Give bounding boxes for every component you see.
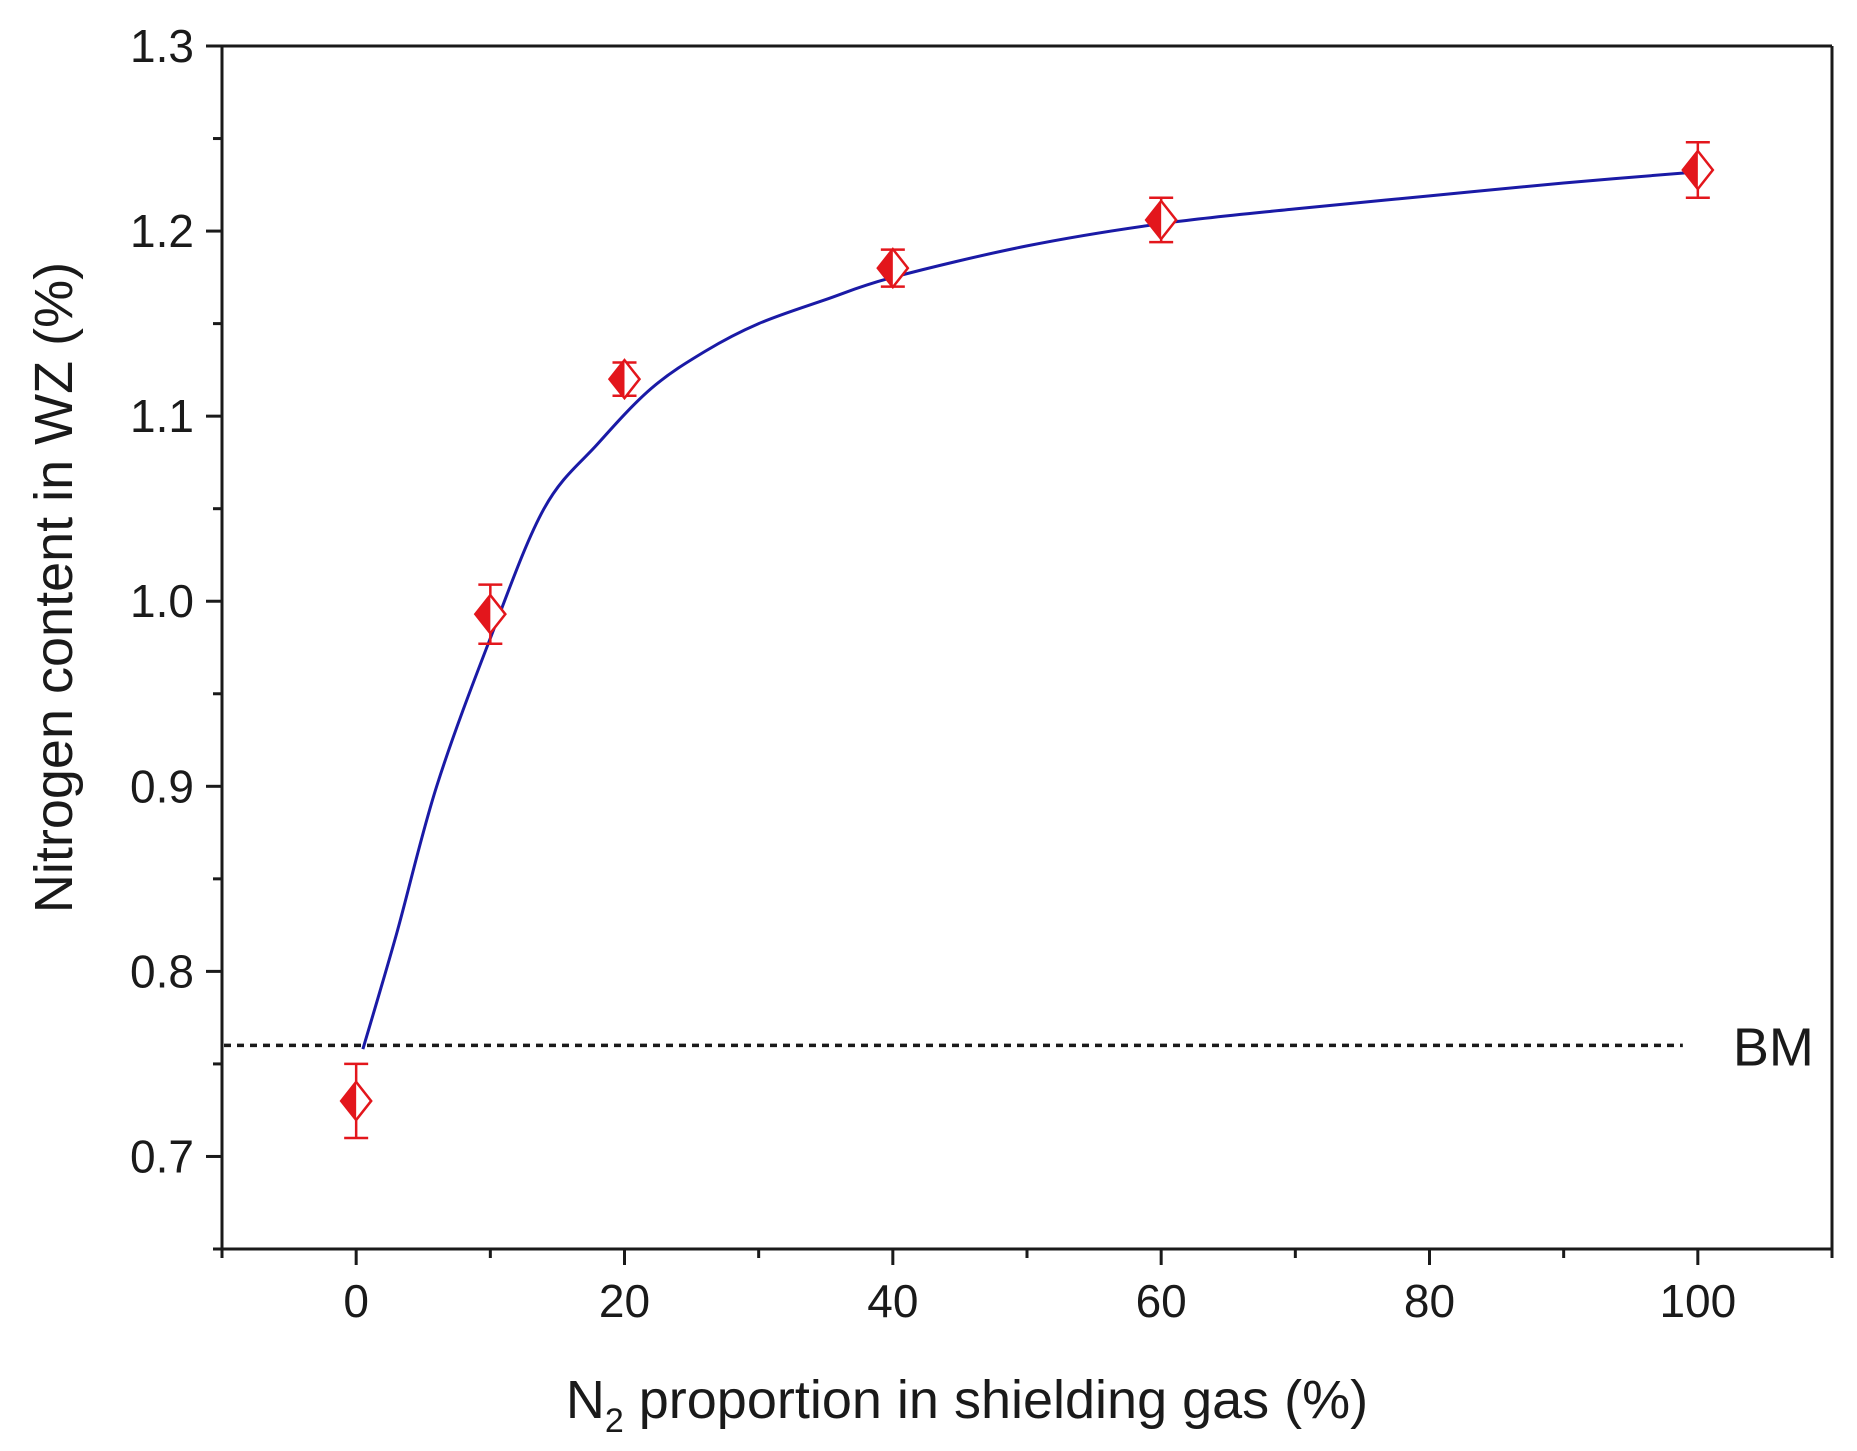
data-point xyxy=(339,1062,373,1140)
x-tick-label: 20 xyxy=(599,1275,650,1327)
marker-outline xyxy=(1144,198,1178,241)
data-point xyxy=(473,583,507,646)
marker-fill xyxy=(475,595,491,634)
marker-fill xyxy=(877,249,893,288)
marker-fill xyxy=(609,360,625,399)
marker-outline xyxy=(1681,148,1715,192)
x-tick-label: 0 xyxy=(343,1275,369,1327)
marker-fill xyxy=(1146,200,1162,239)
y-tick-label: 1.0 xyxy=(130,575,194,627)
fit-curve xyxy=(361,170,1698,1050)
x-axis: 0 20 40 60 80 100 xyxy=(220,1249,1834,1327)
bm-label: BM xyxy=(1733,1017,1814,1077)
x-axis-title: N2 proportion in shielding gas (%) xyxy=(566,1370,1368,1440)
y-tick-label: 1.1 xyxy=(130,390,194,442)
y-tick-label: 0.9 xyxy=(130,760,194,812)
data-point xyxy=(607,358,642,401)
data-points xyxy=(339,140,1715,1140)
marker-outline xyxy=(339,1079,373,1122)
y-tick-label: 0.8 xyxy=(130,945,194,997)
y-axis-title: Nitrogen content in WZ (%) xyxy=(24,262,84,913)
marker-fill xyxy=(341,1081,357,1120)
y-tick-label: 1.2 xyxy=(130,205,194,257)
x-axis-title-rest: proportion in shielding gas (%) xyxy=(624,1370,1368,1430)
x-tick-label: 100 xyxy=(1659,1275,1736,1327)
plot-frame xyxy=(220,44,1834,1251)
x-tick-label: 80 xyxy=(1404,1275,1455,1327)
y-tick-label: 0.7 xyxy=(130,1130,194,1182)
reference-line-group: BM xyxy=(224,1017,1814,1077)
fit-curve-group xyxy=(361,170,1698,1050)
y-tick-label: 1.3 xyxy=(130,20,194,72)
x-tick-label: 40 xyxy=(867,1275,918,1327)
y-axis: 0.7 0.8 0.9 1.0 1.1 1.2 1.3 xyxy=(130,20,222,1251)
marker-outline xyxy=(473,593,507,636)
x-tick-label: 60 xyxy=(1136,1275,1187,1327)
marker-outline xyxy=(607,358,642,401)
data-point xyxy=(876,247,910,290)
data-point xyxy=(1681,140,1715,200)
x-axis-title-main: N xyxy=(566,1370,605,1430)
data-point xyxy=(1144,196,1178,244)
marker-fill xyxy=(1682,151,1698,190)
marker-outline xyxy=(876,247,910,290)
x-axis-title-subscript: 2 xyxy=(605,1402,624,1440)
